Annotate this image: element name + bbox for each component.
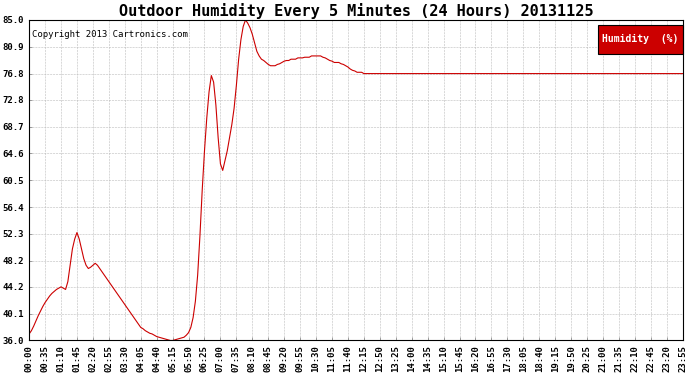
Text: Humidity  (%): Humidity (%)	[602, 34, 678, 44]
FancyBboxPatch shape	[598, 25, 682, 54]
Title: Outdoor Humidity Every 5 Minutes (24 Hours) 20131125: Outdoor Humidity Every 5 Minutes (24 Hou…	[119, 3, 593, 19]
Text: Copyright 2013 Cartronics.com: Copyright 2013 Cartronics.com	[32, 30, 188, 39]
